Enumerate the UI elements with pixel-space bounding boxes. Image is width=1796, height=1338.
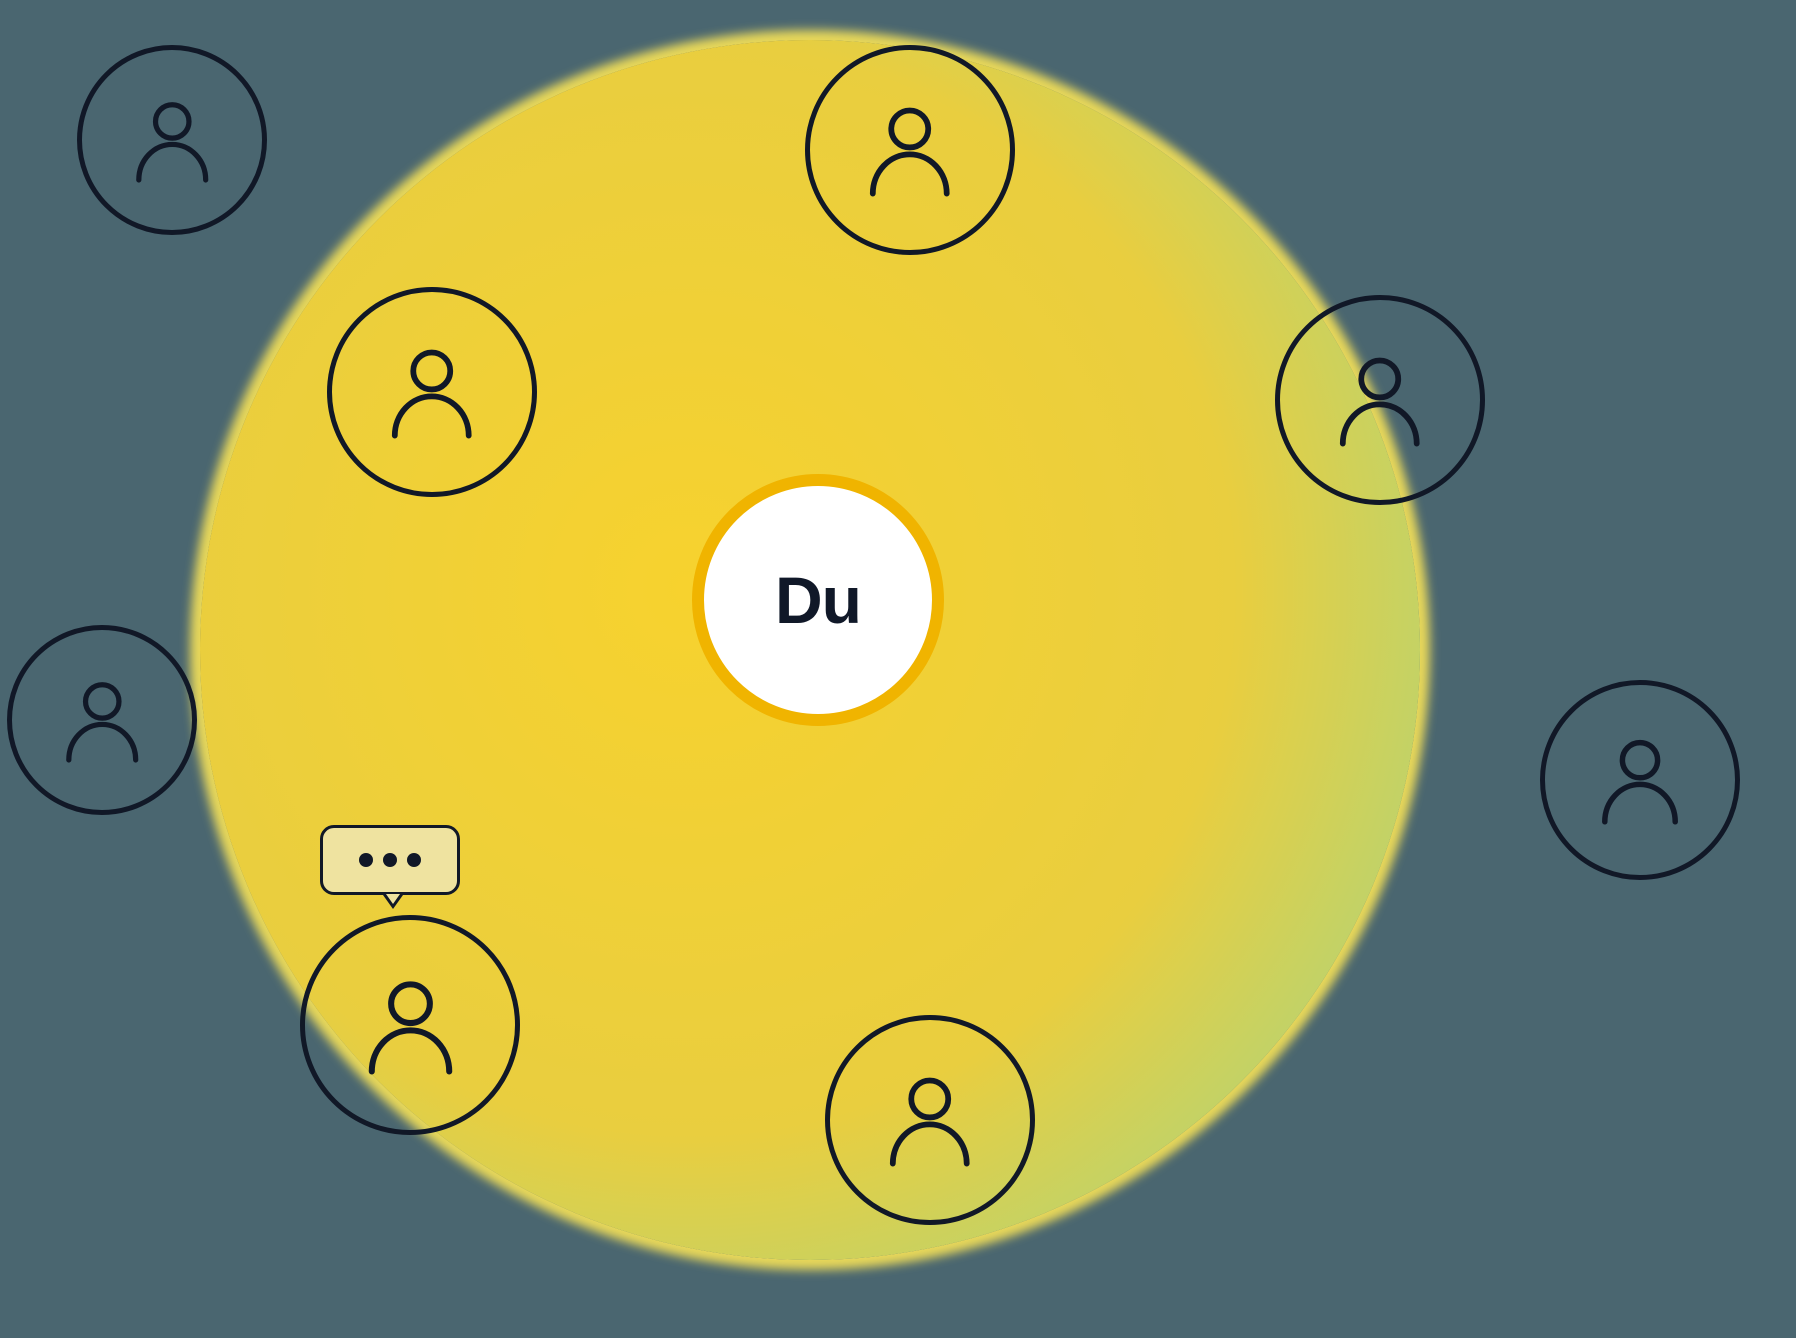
person-icon: [50, 668, 155, 773]
person-node: [1275, 295, 1485, 505]
person-node: [77, 45, 267, 235]
person-icon: [872, 1062, 988, 1178]
center-label: Du: [775, 562, 861, 638]
person-icon: [120, 88, 225, 193]
person-icon: [374, 334, 490, 450]
person-node: [7, 625, 197, 815]
person-node: [805, 45, 1015, 255]
person-node: [825, 1015, 1035, 1225]
speech-tail-fill: [386, 894, 400, 904]
typing-indicator-bubble: [320, 825, 460, 895]
typing-dot: [407, 853, 421, 867]
person-node: [1540, 680, 1740, 880]
person-icon: [1585, 725, 1695, 835]
typing-dot: [383, 853, 397, 867]
person-node: [300, 915, 520, 1135]
person-node: [327, 287, 537, 497]
person-icon: [1322, 342, 1438, 458]
typing-dot: [359, 853, 373, 867]
center-node: Du: [692, 474, 944, 726]
diagram-canvas: Du: [0, 0, 1796, 1338]
person-icon: [852, 92, 968, 208]
person-icon: [350, 965, 471, 1086]
